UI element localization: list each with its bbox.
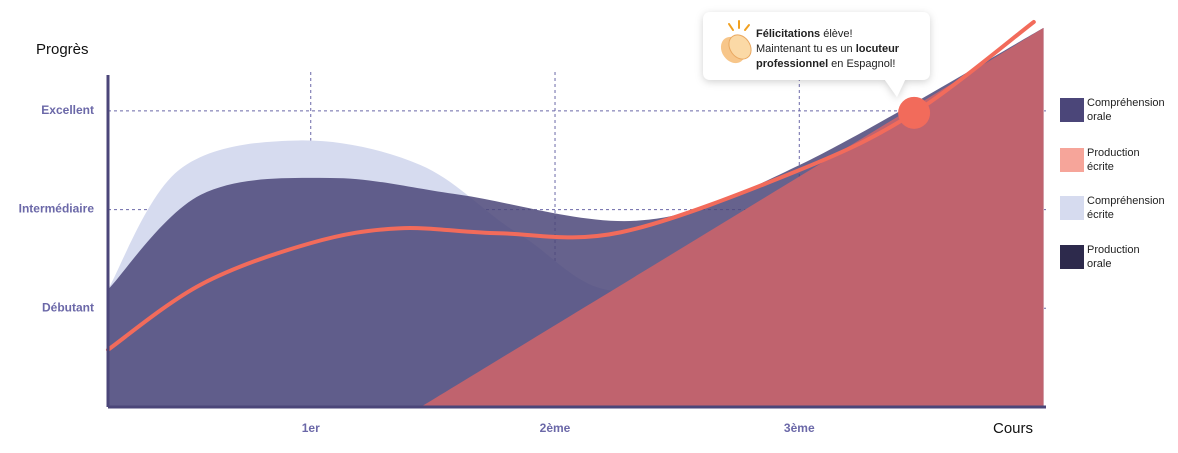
clap-lines: [728, 20, 750, 31]
legend-word: Compréhension: [1087, 97, 1165, 109]
legend-word: Production: [1087, 244, 1140, 256]
trend-line: [106, 20, 1036, 352]
tooltip-text: Maintenant tu es un locuteur: [756, 43, 900, 55]
legend-word: orale: [1087, 111, 1111, 123]
x-axis-title: Cours: [993, 420, 1033, 437]
legend-swatch: [1060, 98, 1084, 122]
clap-icon: [720, 20, 752, 64]
tooltip-run: élève!: [820, 28, 852, 40]
tooltip-text: professionnel en Espagnol!: [756, 58, 895, 70]
hand: [728, 34, 752, 60]
legend-word: écrite: [1087, 209, 1114, 221]
legend-swatch: [1060, 196, 1084, 220]
y-tick-label: Débutant: [42, 300, 94, 314]
legend-label: Production écrite: [1087, 147, 1140, 173]
legend-word: Production: [1087, 147, 1140, 159]
plot-area: [108, 27, 1044, 407]
x-tick-label: 3ème: [784, 421, 815, 435]
legend-swatch: [1060, 148, 1084, 172]
tooltip-box: [703, 12, 930, 97]
tooltip-run: Félicitations: [756, 28, 820, 40]
y-axis-title: Progrès: [36, 41, 89, 58]
highlight-point: [898, 96, 931, 129]
y-tick-label: Intermédiaire: [19, 202, 95, 216]
tooltip-run: locuteur: [856, 43, 900, 55]
x-tick-label: 2ème: [540, 421, 571, 435]
legend-word: écrite: [1087, 161, 1114, 173]
legend-word: orale: [1087, 258, 1111, 270]
legend-label: Production orale: [1087, 244, 1140, 270]
legend-word: Compréhension: [1087, 195, 1165, 207]
tooltip-run: en Espagnol!: [828, 58, 895, 70]
tooltip-text: Félicitations élève!: [756, 28, 853, 40]
tooltip-run: Maintenant tu es un: [756, 43, 856, 55]
area: [420, 27, 1044, 407]
y-tick-label: Excellent: [41, 103, 94, 117]
legend-swatch: [1060, 245, 1084, 269]
overlay: Félicitations élève! Maintenant tu es un …: [106, 12, 1165, 409]
tooltip-run: professionnel: [756, 58, 828, 70]
x-tick-label: 1er: [302, 421, 320, 435]
legend-label: Compréhension écrite: [1087, 195, 1165, 221]
legend-label: Compréhension orale: [1087, 97, 1165, 123]
